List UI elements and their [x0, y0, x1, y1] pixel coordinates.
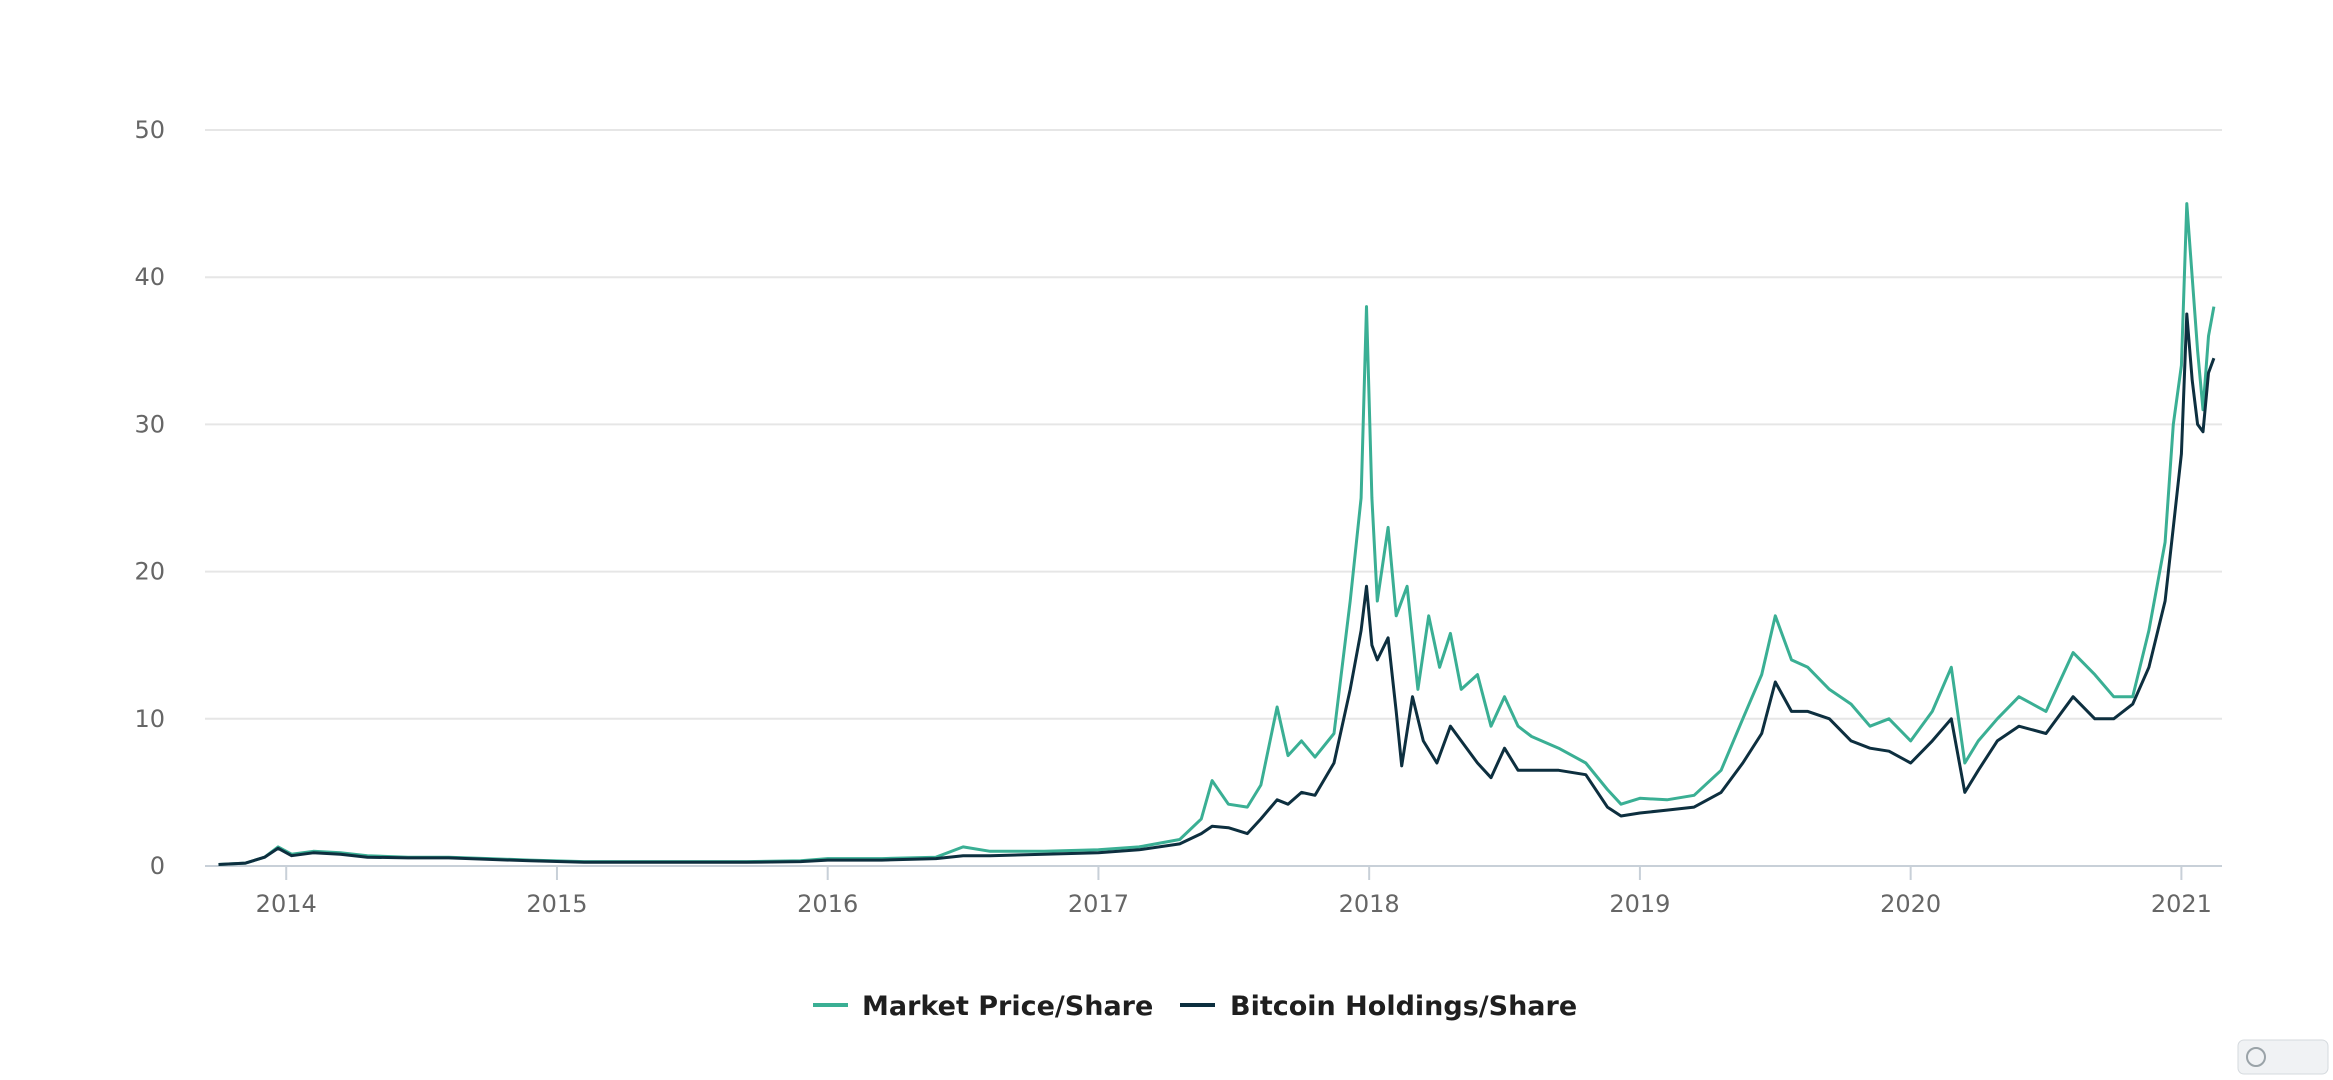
series-layer — [218, 202, 2216, 866]
y-tick-label: 50 — [134, 116, 165, 144]
y-axis: 0 10 20 30 40 50 — [134, 116, 165, 880]
gridlines — [205, 129, 2222, 720]
legend-label-market-price: Market Price/Share — [862, 991, 1153, 1022]
x-tick-label: 2016 — [797, 890, 858, 918]
y-tick-label: 10 — [134, 705, 165, 733]
y-tick-label: 40 — [134, 263, 165, 291]
legend-item-bitcoin-holdings[interactable]: Bitcoin Holdings/Share — [1180, 991, 1577, 1022]
series-line-market-price[interactable] — [218, 202, 2216, 866]
watermark-logo-icon — [2246, 1047, 2266, 1067]
y-tick-label: 30 — [134, 410, 165, 438]
x-tick-label: 2015 — [526, 890, 587, 918]
series-line-bitcoin-holdings[interactable] — [218, 312, 2216, 866]
x-tick-label: 2014 — [256, 890, 317, 918]
x-tick-label: 2020 — [1880, 890, 1941, 918]
x-axis: 2014 2015 2016 2017 2018 2019 2020 2021 — [205, 865, 2222, 918]
y-tick-label: 0 — [150, 852, 165, 880]
x-tick-label: 2019 — [1609, 890, 1670, 918]
legend: Market Price/Share Bitcoin Holdings/Shar… — [813, 991, 1577, 1022]
x-tick-label: 2018 — [1339, 890, 1400, 918]
watermark — [2237, 1039, 2329, 1075]
legend-item-market-price[interactable]: Market Price/Share — [813, 991, 1153, 1022]
y-tick-label: 20 — [134, 558, 165, 586]
legend-label-bitcoin-holdings: Bitcoin Holdings/Share — [1230, 991, 1577, 1022]
x-tick-label: 2017 — [1068, 890, 1129, 918]
x-tick-label: 2021 — [2151, 890, 2212, 918]
